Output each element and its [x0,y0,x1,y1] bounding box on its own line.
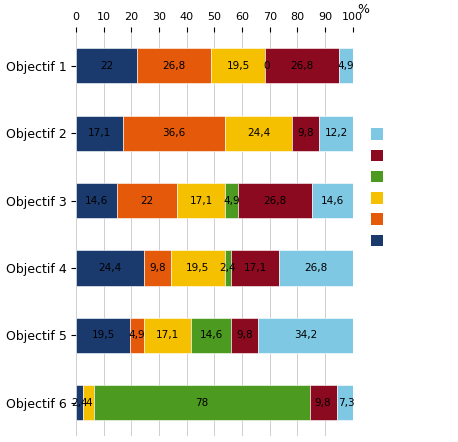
Text: 19,5: 19,5 [92,330,115,340]
Text: 12,2: 12,2 [325,128,348,138]
Bar [177,183,225,218]
Text: 14,6: 14,6 [200,330,223,340]
Text: 34,2: 34,2 [294,330,317,340]
Text: 4: 4 [85,398,92,408]
Text: 9,8: 9,8 [149,263,165,273]
Bar [171,251,225,286]
Text: 26,8: 26,8 [163,61,185,71]
Bar [124,116,225,151]
Bar [76,318,130,353]
Bar [191,318,231,353]
Text: 2,4: 2,4 [71,398,88,408]
Legend: , , , , , : , , , , , [371,128,394,248]
Text: 4,9: 4,9 [223,196,240,206]
Bar [137,48,211,84]
Bar [238,183,312,218]
Text: 26,8: 26,8 [304,263,327,273]
Text: 22: 22 [100,61,113,71]
Text: 14,6: 14,6 [85,196,108,206]
Bar [76,48,137,84]
Bar [337,385,357,420]
Text: 24,4: 24,4 [247,128,270,138]
Bar [225,116,292,151]
Text: 17,1: 17,1 [156,330,179,340]
Bar [310,385,337,420]
Bar [225,183,238,218]
Text: 26,8: 26,8 [290,61,314,71]
Text: 17,1: 17,1 [88,128,111,138]
Text: %: % [357,3,369,16]
Bar [231,251,278,286]
Text: 17,1: 17,1 [190,196,213,206]
Bar [312,183,353,218]
Text: 26,8: 26,8 [264,196,287,206]
Bar [265,48,339,84]
Text: 19,5: 19,5 [186,263,209,273]
Text: 19,5: 19,5 [226,61,250,71]
Bar [231,318,258,353]
Text: 9,8: 9,8 [236,330,253,340]
Text: 36,6: 36,6 [163,128,185,138]
Bar [144,251,171,286]
Bar [144,318,191,353]
Text: 2,4: 2,4 [220,263,236,273]
Bar [292,116,319,151]
Bar [319,116,353,151]
Text: 17,1: 17,1 [243,263,267,273]
Text: 4,9: 4,9 [129,330,145,340]
Text: 78: 78 [195,398,208,408]
Bar [339,48,353,84]
Bar [83,385,94,420]
Bar [225,251,231,286]
Bar [94,385,310,420]
Bar [130,318,144,353]
Bar [278,251,353,286]
Text: 24,4: 24,4 [98,263,121,273]
Bar [76,251,144,286]
Bar [76,385,83,420]
Text: 7,3: 7,3 [338,398,355,408]
Text: 14,6: 14,6 [321,196,344,206]
Text: 4,9: 4,9 [338,61,354,71]
Bar [211,48,265,84]
Text: 0: 0 [263,61,270,71]
Bar [258,318,353,353]
Bar [116,183,177,218]
Text: 9,8: 9,8 [297,128,314,138]
Text: 9,8: 9,8 [315,398,332,408]
Bar [76,183,116,218]
Bar [76,116,124,151]
Text: 22: 22 [140,196,153,206]
